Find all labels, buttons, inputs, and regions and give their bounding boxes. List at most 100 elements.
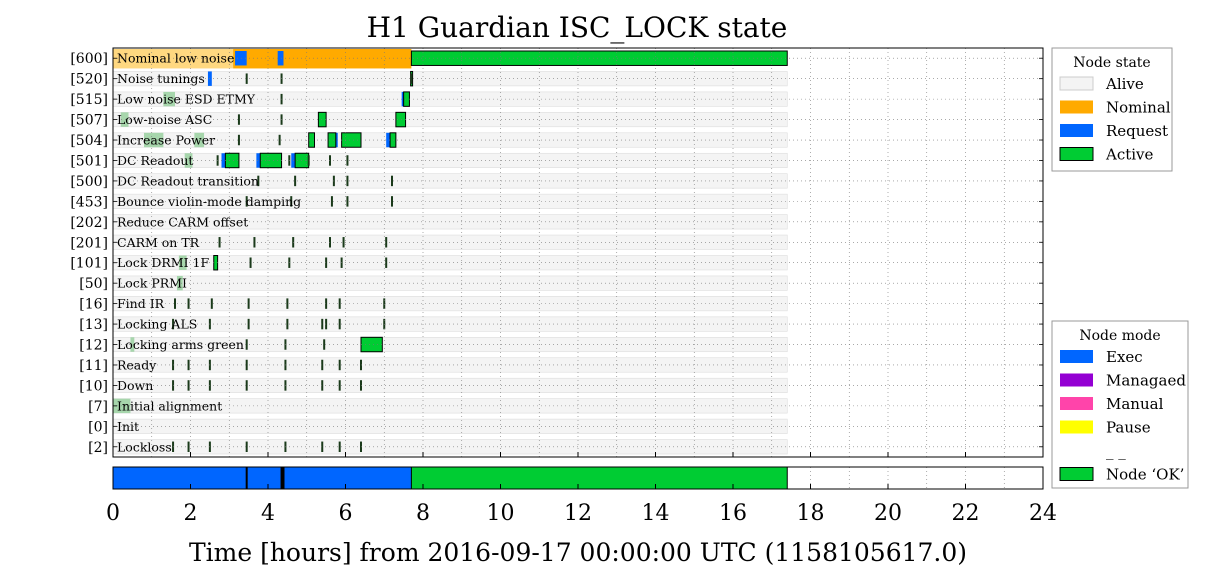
event-tick-14-6 xyxy=(338,441,341,452)
legend-state-label-2: Request xyxy=(1106,122,1168,140)
event-tick-10-4 xyxy=(321,318,324,330)
y-tick-label-9: [201] xyxy=(70,235,108,251)
legend-mode-label-5: Node ‘OK’ xyxy=(1106,466,1184,484)
request-segment-1 xyxy=(277,51,284,66)
alive-band-3 xyxy=(112,112,788,128)
y-tick-label-16: [10] xyxy=(79,378,108,394)
legend-state-label-1: Nominal xyxy=(1106,99,1171,117)
legend-mode-label-0: Exec xyxy=(1106,348,1143,366)
state-label-13: Locking ALS xyxy=(117,317,197,332)
state-label-6: DC Readout transition xyxy=(117,173,259,188)
event-tick-8-4 xyxy=(385,257,388,268)
alive-segment-7 xyxy=(176,275,183,291)
active-segment-3 xyxy=(317,111,327,128)
mode-bar-tick-0 xyxy=(245,467,248,489)
event-tick-12-3 xyxy=(245,359,248,371)
legend-mode-swatch-0 xyxy=(1060,350,1093,363)
event-tick-4-4 xyxy=(346,155,349,166)
state-label-14: Locking arms green xyxy=(117,337,244,352)
y-tick-label-8: [202] xyxy=(70,215,108,231)
x-tick-label-1: 2 xyxy=(184,501,198,526)
legend-mode-label-2: Manual xyxy=(1106,395,1164,413)
event-tick-10-3 xyxy=(286,318,289,330)
event-tick-0-0 xyxy=(245,73,248,84)
legend-state-label-3: Active xyxy=(1105,146,1154,164)
event-tick-5-1 xyxy=(294,175,297,187)
state-label-17: Initial alignment xyxy=(117,398,222,413)
event-tick-6-3 xyxy=(346,196,349,207)
state-label-8: Reduce CARM offset xyxy=(117,214,248,229)
active-segment-12 xyxy=(360,336,383,353)
x-tick-label-10: 20 xyxy=(874,501,902,526)
x-tick-label-7: 14 xyxy=(642,501,670,526)
alive-band-11 xyxy=(112,275,788,291)
legend-mode-swatch-3 xyxy=(1060,420,1093,434)
y-tick-label-7: [453] xyxy=(70,194,108,210)
x-axis-ticks: 0 2 4 6 8 10 12 14 16 18 20 22 24 xyxy=(106,452,1057,526)
legend-state-swatch-3 xyxy=(1059,147,1094,161)
alive-band-5 xyxy=(112,152,788,168)
mode-segment-1 xyxy=(410,466,788,490)
event-tick-7-1 xyxy=(253,237,256,248)
y-tick-label-2: [515] xyxy=(70,92,108,108)
event-tick-13-3 xyxy=(245,380,248,391)
alive-band-16 xyxy=(112,377,788,393)
active-segment-2 xyxy=(403,91,410,107)
alive-band-12 xyxy=(112,296,788,312)
state-label-9: CARM on TR xyxy=(117,235,200,250)
y-tick-label-4: [504] xyxy=(70,133,108,149)
event-tick-8-0 xyxy=(249,257,252,268)
state-label-5: DC Readout xyxy=(117,153,193,168)
request-segment-0 xyxy=(235,51,247,66)
x-axis-label: Time [hours] from 2016-09-17 00:00:00 UT… xyxy=(189,538,967,567)
event-tick-9-1 xyxy=(187,298,190,309)
event-tick-11-0 xyxy=(245,339,248,350)
y-tick-label-1: [520] xyxy=(70,72,108,88)
state-label-12: Find IR xyxy=(117,296,165,311)
legend-mode-swatch-1 xyxy=(1060,373,1093,387)
event-tick-13-1 xyxy=(187,380,190,391)
event-tick-5-0 xyxy=(257,175,260,187)
event-tick-9-0 xyxy=(174,298,176,309)
active-segment-0 xyxy=(410,50,788,66)
state-label-3: Low-noise ASC xyxy=(117,112,212,127)
state-label-0: Nominal low noise xyxy=(117,51,234,66)
event-tick-0-2 xyxy=(410,73,413,84)
mode-bar-tick-1 xyxy=(280,467,283,489)
y-tick-label-0: [600] xyxy=(70,51,108,67)
state-label-16: Down xyxy=(117,378,153,393)
active-segment-8 xyxy=(389,132,397,148)
alive-segment-0 xyxy=(120,112,129,127)
state-label-10: Lock DRMI 1F xyxy=(117,255,209,270)
state-label-18: Init xyxy=(117,419,139,434)
x-tick-label-9: 18 xyxy=(797,501,825,526)
state-label-1: Noise tunings xyxy=(117,71,205,86)
y-tick-label-15: [11] xyxy=(79,358,108,374)
legend-state-swatch-2 xyxy=(1060,124,1093,137)
y-tick-label-14: [12] xyxy=(79,338,108,354)
event-tick-8-2 xyxy=(325,257,328,268)
event-tick-14-3 xyxy=(245,441,248,452)
event-tick-2-0 xyxy=(237,114,240,125)
x-tick-label-5: 10 xyxy=(487,501,515,526)
mode-bar-tick-2 xyxy=(282,467,285,489)
event-tick-9-5 xyxy=(325,298,328,309)
x-tick-label-4: 8 xyxy=(416,501,430,526)
state-label-7: Bounce violin-mode damping xyxy=(117,194,301,209)
event-tick-3-0 xyxy=(237,134,240,146)
legend-node-state: Node state Alive Nominal Request Active xyxy=(1051,47,1173,172)
legend-mode-label-4: _ _ xyxy=(1106,442,1126,460)
event-tick-13-6 xyxy=(338,380,341,391)
x-tick-label-6: 12 xyxy=(564,501,592,526)
event-tick-12-5 xyxy=(321,359,324,371)
event-tick-7-5 xyxy=(385,237,388,248)
event-tick-7-0 xyxy=(218,237,221,248)
state-label-4: Increase Power xyxy=(117,133,215,148)
alive-segment-2 xyxy=(194,132,205,148)
state-label-19: Lockloss xyxy=(117,439,172,454)
event-tick-14-1 xyxy=(187,441,190,452)
active-segment-5 xyxy=(308,132,315,148)
legend-mode-swatch-5 xyxy=(1059,467,1094,481)
